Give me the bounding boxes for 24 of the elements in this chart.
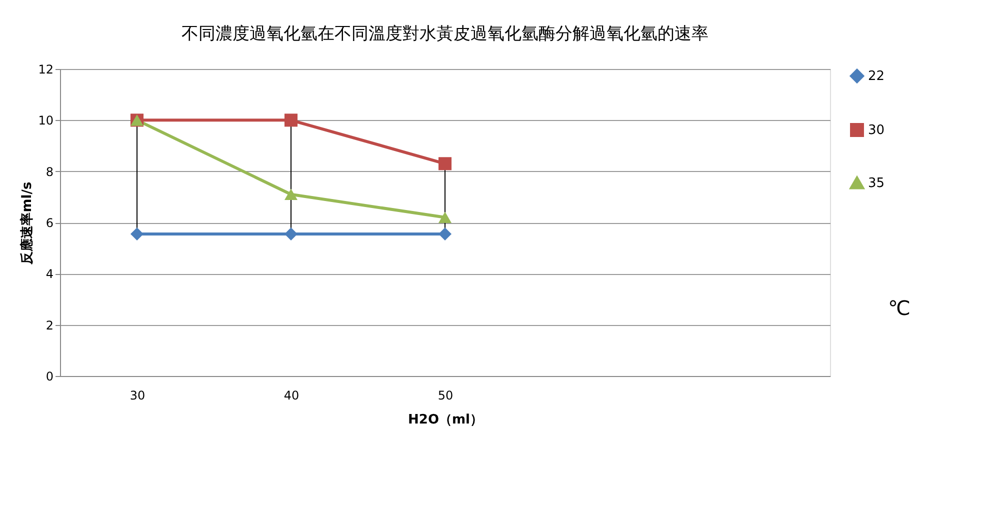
point xyxy=(438,227,452,241)
point xyxy=(438,157,452,170)
x-tick-label: 30 xyxy=(130,388,146,402)
y-tick-label: 10 xyxy=(38,114,54,128)
y-tick-label: 8 xyxy=(46,164,54,179)
y-tick-label: 4 xyxy=(46,267,54,282)
text: ℃ xyxy=(888,296,910,320)
y-tick-label: 6 xyxy=(46,216,54,230)
point xyxy=(284,188,298,200)
y-axis-title: 反應速率ml/s xyxy=(19,182,36,266)
x-tick-label: 40 xyxy=(284,388,300,402)
legend-label: 35 xyxy=(868,176,885,191)
y-tick-label: 0 xyxy=(46,370,54,384)
chart-title: 不同濃度過氧化氫在不同溫度對水黃皮過氧化氫酶分解過氧化氫的速率 xyxy=(182,24,708,44)
point xyxy=(284,114,298,127)
point xyxy=(130,227,144,241)
x-axis-title: H2O（ml） xyxy=(408,412,483,428)
legend-label: 22 xyxy=(868,69,885,84)
legend-label: 30 xyxy=(868,123,885,138)
y-tick-label: 12 xyxy=(38,62,54,76)
point xyxy=(284,227,298,241)
y-tick-label: 2 xyxy=(46,318,54,332)
x-tick-label: 50 xyxy=(438,388,454,402)
point xyxy=(438,212,452,224)
